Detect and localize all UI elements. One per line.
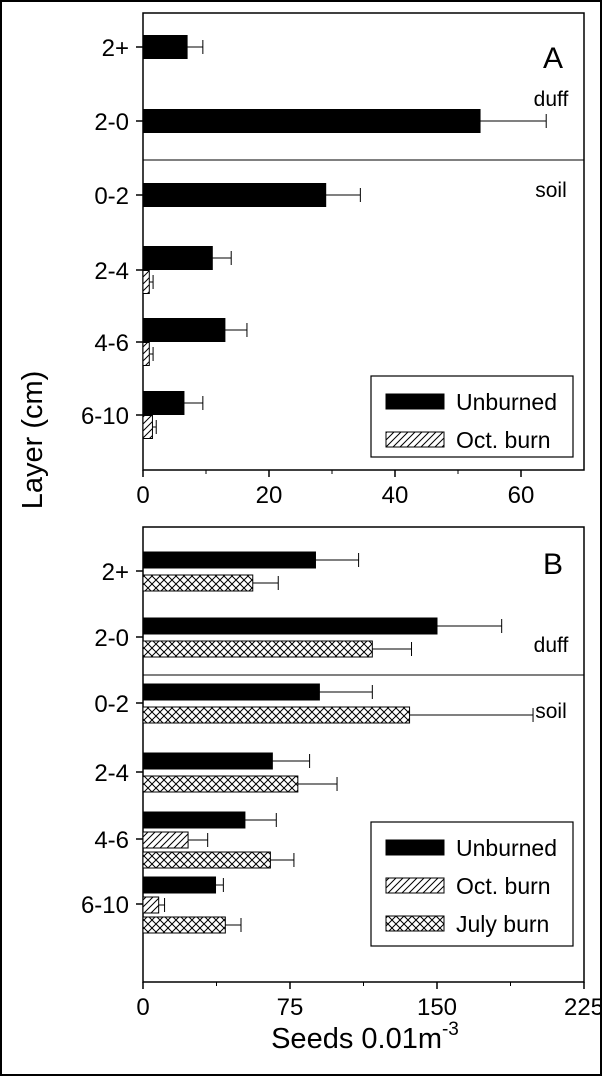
panel-letter: A: [543, 42, 563, 75]
legend-label: July burn: [456, 911, 549, 937]
legend-label: Unburned: [456, 389, 557, 415]
soil-label: soil: [535, 700, 567, 723]
x-tick-label: 0: [136, 994, 149, 1021]
plot-frame: [142, 12, 585, 471]
legend-label: Oct. burn: [456, 873, 551, 899]
category-label: 6-10: [81, 403, 129, 430]
x-tick-label: 150: [417, 994, 457, 1021]
bar: [142, 342, 150, 366]
legend-swatch: [385, 431, 445, 448]
category-label: 4-6: [94, 827, 129, 854]
bar: [142, 683, 320, 701]
bar: [142, 246, 213, 270]
bar: [142, 640, 373, 658]
legend: Unburned Oct. burn July burn: [370, 821, 574, 947]
category-label: 6-10: [81, 892, 129, 919]
bar: [142, 109, 481, 133]
legend: Unburned Oct. burn: [370, 375, 574, 458]
duff-label: duff: [534, 88, 569, 111]
bar: [142, 391, 185, 415]
bar: [142, 916, 226, 934]
bar: [142, 415, 153, 439]
category-label: 4-6: [94, 330, 129, 357]
legend-label: Oct. burn: [456, 427, 551, 453]
soil-label: soil: [535, 179, 567, 202]
bar: [142, 775, 299, 793]
category-label: 2-4: [94, 760, 129, 787]
panel-letter: B: [543, 548, 563, 581]
x-tick-label: 75: [277, 994, 304, 1021]
bar: [142, 270, 150, 294]
bar: [142, 617, 438, 635]
bar: [142, 574, 254, 592]
x-tick-label: 40: [382, 482, 409, 509]
x-tick-label: 225: [564, 994, 602, 1021]
bar: [142, 811, 246, 829]
bar: [142, 876, 217, 894]
legend-label: Unburned: [456, 835, 557, 861]
legend-swatch: [385, 393, 445, 410]
legend-swatch: [385, 915, 445, 932]
category-label: 2+: [102, 35, 129, 62]
category-label: 0-2: [94, 183, 129, 210]
category-label: 2-0: [94, 109, 129, 136]
bar: [142, 318, 226, 342]
x-axis-title: Seeds 0.01m-3: [271, 1019, 459, 1055]
legend-swatch: [385, 839, 445, 856]
x-axis-title-main: Seeds 0.01m: [271, 1023, 442, 1055]
bar: [142, 551, 316, 569]
x-tick-label: 0: [136, 482, 149, 509]
bar: [142, 706, 411, 724]
x-tick-label: 20: [256, 482, 283, 509]
category-label: 2-0: [94, 625, 129, 652]
bar: [142, 183, 327, 207]
category-label: 0-2: [94, 691, 129, 718]
category-label: 2+: [102, 559, 129, 586]
bar: [142, 896, 160, 914]
category-label: 2-4: [94, 258, 129, 285]
legend-swatch: [385, 877, 445, 894]
y-axis-title: Layer (cm): [17, 371, 49, 510]
bar: [142, 851, 271, 869]
duff-label: duff: [534, 634, 569, 657]
x-axis-title-superscript: -3: [442, 1019, 459, 1040]
x-tick-label: 60: [508, 482, 535, 509]
bar: [142, 35, 188, 59]
bar: [142, 831, 189, 849]
bar: [142, 752, 273, 770]
